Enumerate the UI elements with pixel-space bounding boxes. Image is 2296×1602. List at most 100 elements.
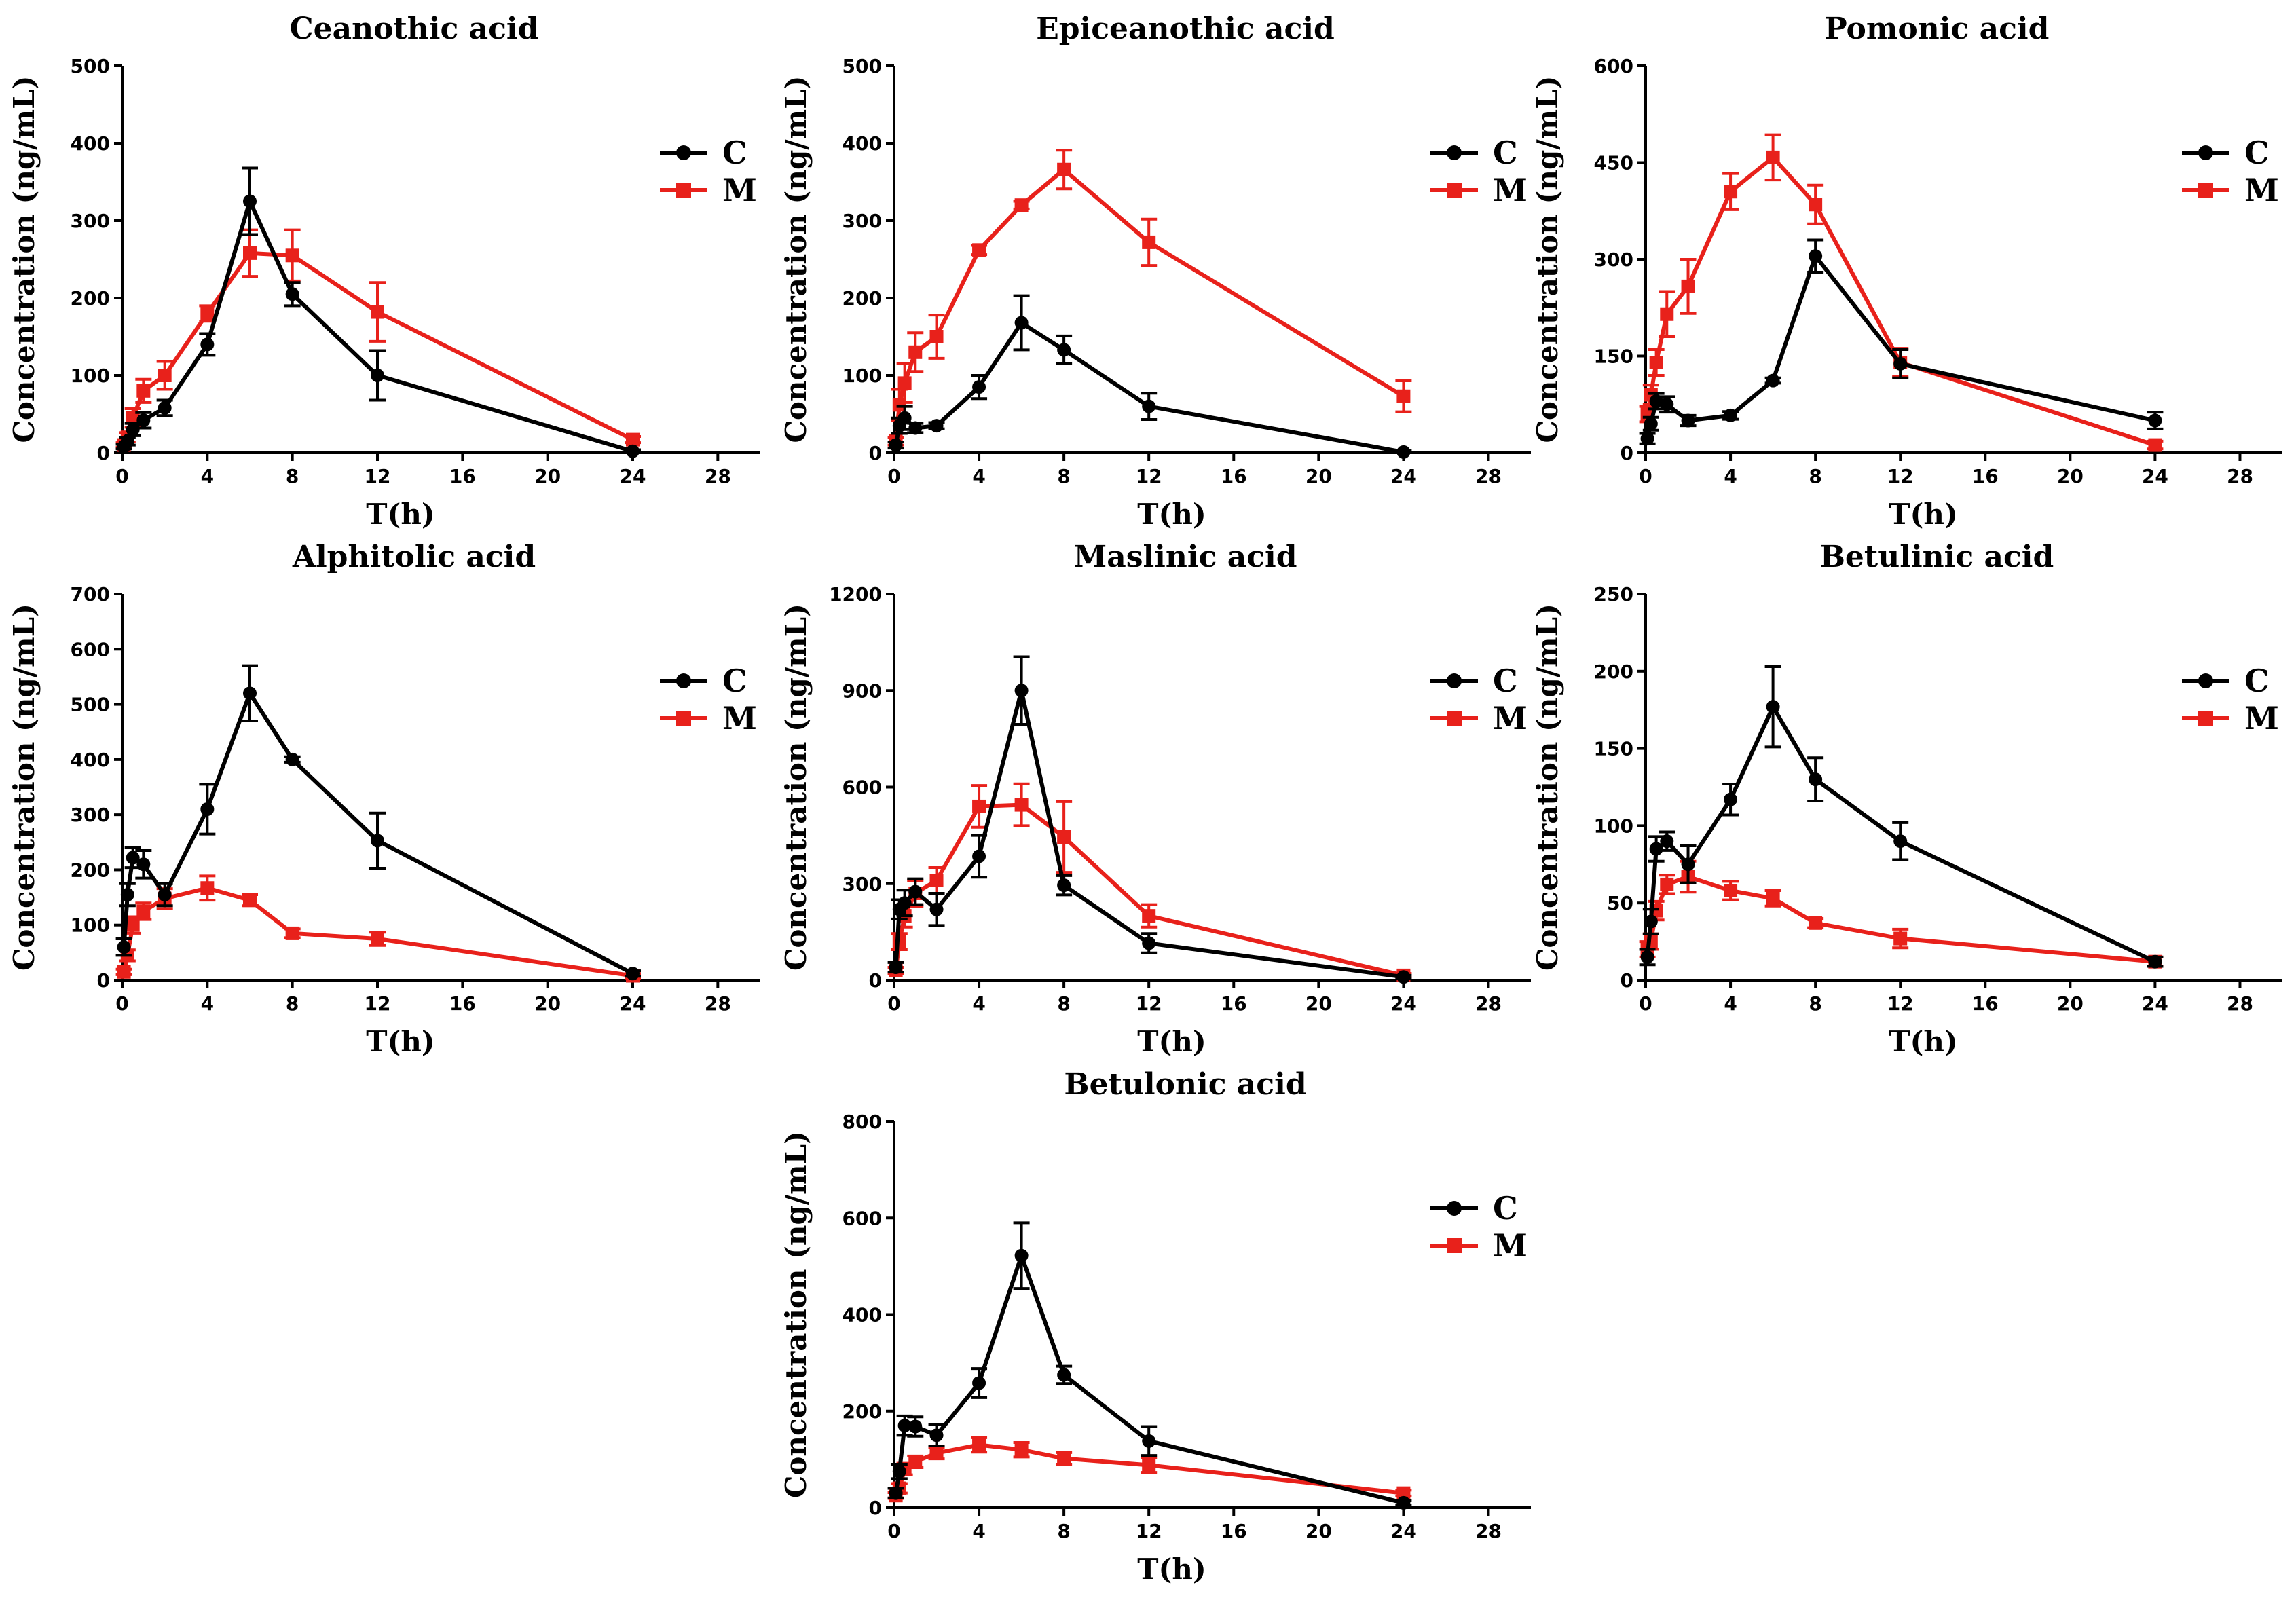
data-point xyxy=(158,888,172,902)
x-axis-label: T(h) xyxy=(366,1025,435,1058)
data-point xyxy=(371,834,384,848)
data-point xyxy=(158,400,172,415)
x-axis-label: T(h) xyxy=(1137,1552,1206,1586)
y-tick-label: 400 xyxy=(71,749,110,771)
data-point xyxy=(1809,249,1823,263)
data-point xyxy=(1644,417,1658,431)
data-point xyxy=(200,802,215,817)
x-tick-label: 16 xyxy=(1221,1520,1247,1542)
series-M xyxy=(115,228,641,452)
data-point xyxy=(1014,684,1029,698)
y-tick-label: 300 xyxy=(71,210,110,232)
y-tick-label: 150 xyxy=(1594,738,1633,760)
legend-marker-square xyxy=(676,183,691,198)
data-point xyxy=(1660,307,1674,321)
x-tick-label: 28 xyxy=(705,465,731,487)
data-point xyxy=(1057,1451,1071,1466)
y-tick-label: 500 xyxy=(71,694,110,716)
y-tick-label: 400 xyxy=(843,132,882,155)
data-point xyxy=(1644,914,1658,929)
series-C xyxy=(1639,665,2164,969)
legend-label: C xyxy=(2244,663,2270,699)
legend-label: C xyxy=(2244,134,2270,171)
x-tick-label: 20 xyxy=(534,992,561,1015)
y-tick-label: 300 xyxy=(71,804,110,826)
data-point xyxy=(1057,162,1071,176)
x-tick-label: 8 xyxy=(1809,465,1821,487)
x-tick-label: 8 xyxy=(1809,992,1821,1015)
legend: CM xyxy=(2182,663,2279,737)
data-point xyxy=(200,881,215,895)
data-point xyxy=(908,1419,923,1434)
y-axis-label: Concentration (ng/mL) xyxy=(1531,75,1564,443)
series-C xyxy=(115,166,641,458)
data-point xyxy=(908,421,923,435)
x-tick-label: 4 xyxy=(972,465,985,487)
x-axis-label: T(h) xyxy=(1137,1025,1206,1058)
series-C xyxy=(887,1221,1412,1510)
y-tick-label: 500 xyxy=(71,55,110,77)
data-point xyxy=(371,305,384,319)
x-tick-label: 8 xyxy=(1057,465,1070,487)
series-C xyxy=(115,664,641,981)
legend: CM xyxy=(660,134,757,208)
data-point xyxy=(1396,1495,1411,1510)
data-point xyxy=(1142,1458,1156,1472)
y-tick-label: 100 xyxy=(71,914,110,937)
legend-marker-circle xyxy=(1447,1201,1462,1216)
y-tick-label: 250 xyxy=(1594,583,1633,606)
x-tick-label: 28 xyxy=(2227,465,2253,487)
data-point xyxy=(371,932,384,946)
y-axis-label: Concentration (ng/mL) xyxy=(1531,603,1564,971)
legend: CM xyxy=(1430,663,1527,737)
x-tick-label: 28 xyxy=(1475,1520,1502,1542)
chart-title: Betulinic acid xyxy=(1820,540,2054,574)
data-point xyxy=(929,874,944,888)
data-point xyxy=(1142,1434,1156,1448)
y-tick-label: 200 xyxy=(71,859,110,881)
data-point xyxy=(1649,842,1663,856)
legend-label: M xyxy=(2244,172,2279,208)
x-tick-label: 28 xyxy=(2227,992,2253,1015)
legend-label: C xyxy=(1493,663,1518,699)
data-point xyxy=(136,904,151,918)
chart-panel: Betulinic acid 0 50 100 150 200 250 0 4 8 12 16 20 24… xyxy=(1531,540,2282,1058)
data-point xyxy=(1681,857,1695,872)
x-tick-label: 4 xyxy=(1724,992,1737,1015)
y-tick-label: 300 xyxy=(843,873,882,895)
data-point xyxy=(908,345,923,359)
data-point xyxy=(1649,356,1663,369)
data-point xyxy=(1396,1486,1411,1500)
data-point xyxy=(1660,397,1674,411)
x-tick-label: 16 xyxy=(1221,465,1247,487)
data-point xyxy=(136,857,151,872)
y-tick-label: 600 xyxy=(843,1207,882,1229)
legend-label: M xyxy=(722,172,757,208)
data-point xyxy=(1396,389,1411,403)
legend-marker-square xyxy=(1447,711,1462,726)
data-point xyxy=(1640,432,1654,446)
chart-panel: Pomonic acid 0 150 300 450 600 0 4 8 12 16 20 24 28 T(… xyxy=(1531,12,2282,531)
x-tick-label: 16 xyxy=(1221,992,1247,1015)
data-point xyxy=(1014,1248,1029,1263)
data-point xyxy=(200,306,215,320)
x-tick-label: 12 xyxy=(365,992,391,1015)
data-point xyxy=(1660,834,1674,849)
x-tick-label: 16 xyxy=(1972,992,1999,1015)
x-tick-label: 12 xyxy=(1887,465,1914,487)
x-tick-label: 16 xyxy=(449,465,476,487)
y-tick-label: 0 xyxy=(1621,969,1633,992)
series-line xyxy=(893,320,1404,454)
data-point xyxy=(1893,931,1908,946)
data-point xyxy=(1724,883,1738,897)
chart-panel: Maslinic acid 0 300 600 900 1200 0 4 8 12 16 20 24 28… xyxy=(779,540,1531,1058)
data-point xyxy=(1724,185,1738,199)
data-point xyxy=(1396,970,1411,984)
legend-marker-circle xyxy=(1447,673,1462,688)
data-point xyxy=(243,893,257,908)
legend-marker-circle xyxy=(1447,145,1462,160)
x-tick-label: 0 xyxy=(887,1520,900,1542)
x-tick-label: 8 xyxy=(1057,1520,1070,1542)
legend-marker-square xyxy=(1447,183,1462,198)
